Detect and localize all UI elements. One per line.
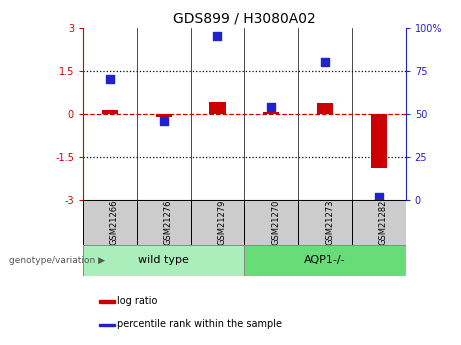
Text: GSM21273: GSM21273	[325, 200, 334, 245]
Bar	[99, 300, 115, 303]
Bar	[102, 110, 118, 114]
Bar	[352, 200, 406, 245]
Point	[321, 59, 329, 65]
Bar	[209, 102, 225, 114]
Bar	[137, 200, 190, 245]
Bar	[83, 200, 137, 245]
Title: GDS899 / H3080A02: GDS899 / H3080A02	[173, 11, 316, 25]
Point	[160, 118, 167, 124]
Text: GSM21279: GSM21279	[218, 200, 226, 245]
Point	[106, 77, 113, 82]
Text: GSM21270: GSM21270	[271, 200, 280, 245]
Bar	[371, 114, 387, 168]
Bar	[155, 114, 171, 117]
Bar	[244, 200, 298, 245]
Text: log ratio: log ratio	[117, 296, 158, 306]
Text: percentile rank within the sample: percentile rank within the sample	[117, 319, 282, 329]
Text: AQP1-/-: AQP1-/-	[304, 256, 346, 265]
Bar	[298, 200, 352, 245]
Point	[214, 33, 221, 39]
Text: wild type: wild type	[138, 256, 189, 265]
Bar	[244, 245, 406, 276]
Text: GSM21282: GSM21282	[379, 200, 388, 245]
Text: genotype/variation ▶: genotype/variation ▶	[9, 256, 105, 265]
Point	[267, 104, 275, 110]
Text: GSM21276: GSM21276	[164, 200, 173, 245]
Text: GSM21266: GSM21266	[110, 200, 119, 245]
Point	[375, 194, 383, 199]
Bar	[263, 111, 279, 114]
Bar	[190, 200, 244, 245]
Bar	[83, 245, 244, 276]
Bar	[99, 324, 115, 326]
Bar	[317, 103, 333, 114]
